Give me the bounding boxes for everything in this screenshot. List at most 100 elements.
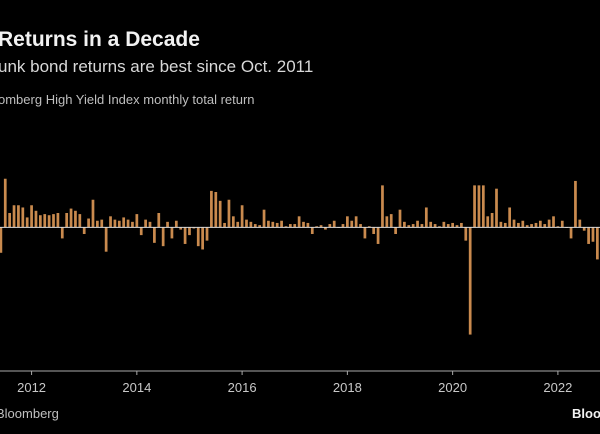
bar bbox=[407, 225, 411, 228]
bar bbox=[205, 227, 209, 241]
bar bbox=[403, 221, 406, 228]
bar bbox=[78, 214, 82, 228]
bar bbox=[460, 222, 463, 228]
bar bbox=[17, 205, 20, 228]
bar bbox=[429, 221, 433, 228]
bar bbox=[249, 221, 253, 228]
bar bbox=[12, 205, 16, 228]
bar bbox=[288, 224, 292, 228]
bar bbox=[552, 216, 555, 228]
bar bbox=[442, 221, 446, 228]
bar bbox=[508, 207, 512, 228]
bar bbox=[578, 219, 582, 228]
bar bbox=[131, 221, 134, 228]
bar bbox=[74, 210, 77, 228]
bar bbox=[170, 227, 174, 239]
bar bbox=[262, 209, 266, 228]
bar bbox=[60, 227, 64, 239]
bar bbox=[157, 213, 161, 228]
bar bbox=[174, 220, 178, 228]
bar bbox=[473, 185, 476, 228]
bar bbox=[582, 227, 586, 231]
bar bbox=[0, 227, 3, 253]
bar bbox=[394, 227, 397, 234]
bar bbox=[179, 227, 183, 230]
bloomberg-logo: Bloo bbox=[572, 406, 600, 421]
bar bbox=[556, 226, 560, 228]
bar bbox=[512, 219, 516, 228]
bar bbox=[47, 215, 51, 228]
bar bbox=[363, 227, 367, 239]
bar bbox=[451, 222, 454, 228]
bar bbox=[525, 225, 529, 228]
bar bbox=[245, 219, 248, 228]
bar bbox=[538, 220, 542, 228]
bar bbox=[144, 219, 147, 228]
x-axis: 2012 2014 2016 2018 2020 2022 bbox=[0, 370, 600, 395]
bar bbox=[284, 226, 288, 228]
bar bbox=[420, 224, 424, 228]
bar bbox=[517, 222, 520, 228]
bar bbox=[227, 199, 231, 228]
bar bbox=[82, 227, 86, 234]
bar bbox=[65, 213, 69, 228]
x-tick-label: 2012 bbox=[17, 380, 46, 395]
bar bbox=[490, 213, 494, 228]
bar bbox=[293, 224, 297, 228]
bar bbox=[455, 225, 459, 228]
x-tick-label: 2014 bbox=[122, 380, 151, 395]
bar bbox=[52, 214, 55, 228]
bar bbox=[122, 217, 126, 228]
bar bbox=[253, 224, 257, 228]
bar bbox=[30, 205, 33, 228]
bar bbox=[240, 205, 244, 228]
bar bbox=[8, 213, 12, 228]
bar bbox=[574, 180, 577, 228]
bar bbox=[117, 220, 121, 228]
bar bbox=[530, 224, 533, 228]
bar bbox=[481, 185, 485, 228]
bar bbox=[96, 220, 99, 228]
bar bbox=[161, 227, 165, 247]
x-tick-label: 2018 bbox=[333, 380, 362, 395]
bar bbox=[464, 227, 468, 241]
bar bbox=[100, 219, 104, 228]
x-tick-label: 2020 bbox=[438, 380, 467, 395]
bar bbox=[389, 214, 393, 228]
bar bbox=[153, 227, 156, 243]
bar bbox=[34, 210, 38, 228]
bar bbox=[438, 226, 441, 228]
bar bbox=[43, 214, 47, 228]
bar bbox=[468, 227, 472, 335]
bar bbox=[560, 220, 564, 228]
bar bbox=[503, 222, 507, 228]
bar bbox=[109, 216, 112, 228]
bar bbox=[275, 222, 279, 228]
bar bbox=[139, 227, 143, 236]
bar bbox=[543, 224, 547, 228]
bar bbox=[411, 224, 415, 228]
bar bbox=[258, 225, 262, 228]
bar bbox=[267, 220, 270, 228]
bar bbox=[341, 224, 345, 228]
bar bbox=[210, 190, 213, 228]
bar bbox=[192, 227, 196, 229]
bar bbox=[135, 214, 139, 228]
bar bbox=[69, 208, 73, 228]
bar bbox=[332, 220, 336, 228]
bar bbox=[398, 209, 402, 228]
bar bbox=[372, 227, 376, 234]
bar bbox=[381, 185, 384, 228]
bar bbox=[424, 207, 428, 228]
bar bbox=[3, 178, 7, 228]
chart-subtitle: unk bond returns are best since Oct. 201… bbox=[0, 57, 314, 76]
bar bbox=[201, 227, 204, 250]
bar bbox=[297, 216, 301, 228]
x-tick-label: 2022 bbox=[543, 380, 572, 395]
bar bbox=[521, 220, 525, 228]
bar bbox=[196, 227, 200, 247]
bar bbox=[499, 221, 503, 228]
source-label: Bloomberg bbox=[0, 406, 59, 421]
